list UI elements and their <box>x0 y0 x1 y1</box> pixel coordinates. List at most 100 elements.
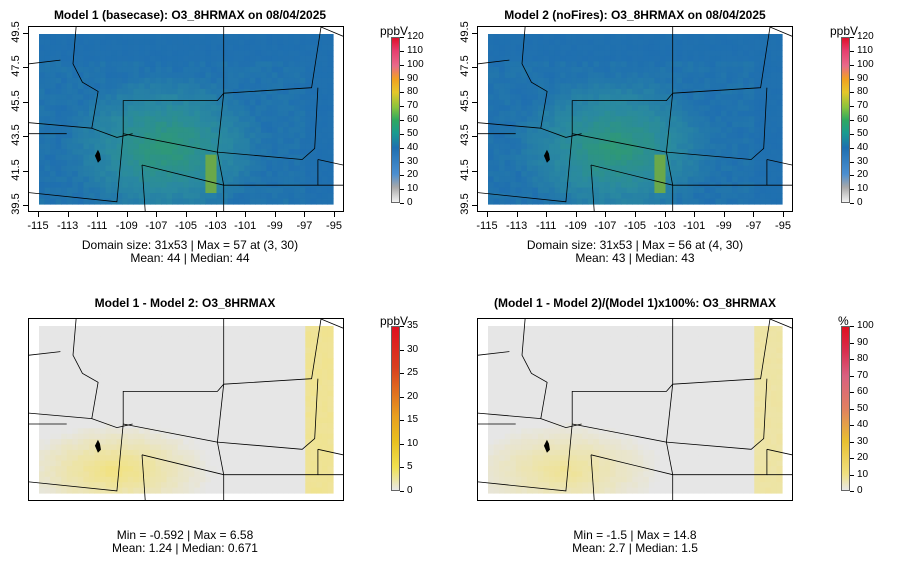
grid-cell <box>149 94 157 101</box>
grid-cell <box>305 34 312 41</box>
grid-cell <box>122 374 129 381</box>
grid-cell <box>543 171 550 178</box>
grid-cell <box>770 193 778 200</box>
grid-cell <box>504 110 511 117</box>
grid-cell <box>55 121 62 128</box>
grid-cell <box>770 94 778 101</box>
grid-cell <box>532 55 539 63</box>
grid-cell <box>693 176 700 183</box>
grid-cell <box>632 143 639 150</box>
grid-cell <box>105 347 112 354</box>
grid-cell <box>648 39 656 46</box>
grid-cell <box>571 105 578 112</box>
grid-cell <box>499 50 506 57</box>
grid-cell <box>127 94 134 101</box>
grid-cell <box>526 171 533 178</box>
grid-cell <box>604 94 611 101</box>
domain-stats: Domain size: 31x53 | Max = 56 at (4, 30)… <box>483 239 787 265</box>
grid-cell <box>105 412 112 419</box>
grid-cell <box>105 176 112 183</box>
grid-cell <box>610 165 617 172</box>
grid-cell <box>149 439 157 446</box>
grid-cell <box>637 94 644 101</box>
grid-cell <box>283 44 290 52</box>
grid-cell <box>127 55 134 63</box>
grid-cell <box>94 369 101 376</box>
grid-cell <box>227 379 234 386</box>
grid-cell <box>249 116 256 123</box>
grid-cell <box>172 127 179 134</box>
grid-cell <box>238 347 245 354</box>
grid-cell <box>310 121 317 128</box>
grid-cell <box>61 154 68 161</box>
grid-cell <box>227 460 234 467</box>
grid-cell <box>732 39 739 46</box>
grid-cell <box>83 390 90 397</box>
grid-cell <box>271 406 279 413</box>
grid-cell <box>310 417 317 424</box>
grid-cell <box>687 121 694 128</box>
grid-cell <box>172 422 179 429</box>
grid-cell <box>44 99 51 106</box>
grid-cell <box>288 127 295 134</box>
grid-cell <box>654 61 661 68</box>
grid-cell <box>88 471 96 478</box>
grid-cell <box>277 171 284 178</box>
grid-cell <box>172 105 179 112</box>
grid-cell <box>776 171 783 178</box>
grid-cell <box>205 55 212 63</box>
grid-cell <box>665 99 672 106</box>
grid-cell <box>188 455 195 462</box>
grid-cell <box>693 149 700 156</box>
grid-cell <box>61 401 68 408</box>
grid-cell <box>238 121 245 128</box>
grid-cell <box>194 401 201 408</box>
grid-cell <box>610 171 617 178</box>
map-frame <box>28 26 344 212</box>
grid-cell <box>532 61 539 68</box>
grid-cell <box>105 110 112 117</box>
grid-cell <box>770 160 778 167</box>
grid-cell <box>166 363 173 370</box>
grid-cell <box>604 34 611 41</box>
grid-cell <box>138 44 145 52</box>
grid-cell <box>166 390 173 397</box>
grid-cell <box>205 374 212 381</box>
grid-cell <box>720 39 728 46</box>
grid-cell <box>88 182 96 189</box>
state-boundary-line <box>478 122 541 129</box>
grid-cell <box>715 127 722 134</box>
grid-cell <box>643 121 650 128</box>
grid-cell <box>44 50 51 57</box>
grid-cell <box>188 471 195 478</box>
grid-cell <box>122 83 129 90</box>
grid-cell <box>271 379 279 386</box>
grid-cell <box>77 116 84 123</box>
grid-cell <box>266 132 273 139</box>
grid-cell <box>55 385 62 392</box>
grid-cell <box>105 476 112 483</box>
grid-cell <box>127 149 134 156</box>
grid-cell <box>77 476 84 483</box>
grid-cell <box>149 460 157 467</box>
grid-cell <box>144 476 151 483</box>
grid-cell <box>632 187 639 194</box>
grid-cell <box>216 50 223 57</box>
grid-cell <box>504 132 511 139</box>
grid-cell <box>316 439 323 446</box>
grid-cell <box>222 363 229 370</box>
grid-cell <box>233 439 240 446</box>
grid-cell <box>127 439 134 446</box>
grid-cell <box>709 94 717 101</box>
grid-cell <box>648 132 656 139</box>
grid-cell <box>732 149 739 156</box>
grid-cell <box>138 116 145 123</box>
grid-cell <box>233 110 240 117</box>
x-tick <box>635 212 636 217</box>
grid-cell <box>227 417 234 424</box>
grid-cell <box>532 143 539 150</box>
grid-cell <box>50 55 57 63</box>
state-boundary-line <box>223 27 322 94</box>
grid-cell <box>283 444 290 451</box>
grid-cell <box>100 379 107 386</box>
